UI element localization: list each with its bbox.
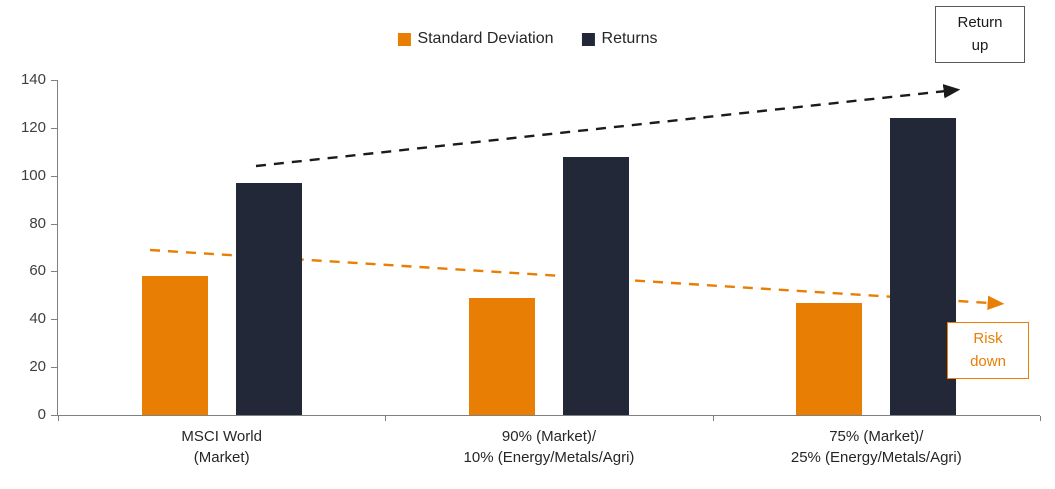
- x-axis-boundary-tick: [58, 416, 59, 421]
- y-axis-line: [57, 80, 58, 416]
- x-axis-category-label: MSCI World (Market): [181, 428, 262, 466]
- y-axis-tick-label: 0: [37, 406, 46, 423]
- y-axis-tick: [51, 175, 57, 177]
- x-axis-boundary-tick: [1040, 416, 1041, 421]
- x-axis-boundary-tick: [712, 416, 714, 421]
- legend-label: Returns: [601, 30, 658, 47]
- y-axis-tick: [51, 223, 57, 225]
- y-axis-tick: [51, 127, 57, 129]
- y-axis-tick-label: 20: [29, 358, 46, 376]
- y-axis-tick: [51, 367, 57, 369]
- legend-label: Standard Deviation: [417, 30, 554, 47]
- legend-swatch-icon: [397, 32, 411, 46]
- risk-down-label: Risk down: [947, 322, 1029, 379]
- x-axis-boundary-tick: [385, 416, 387, 421]
- x-axis-line: [58, 415, 1040, 416]
- y-axis-tick: [51, 319, 57, 321]
- bar-stddev-3: [796, 302, 863, 415]
- y-axis-tick-label: 60: [29, 262, 46, 280]
- y-axis-tick: [51, 80, 57, 81]
- bar-returns-2: [563, 156, 629, 415]
- return-up-arrow: [255, 84, 961, 168]
- legend-item: Standard Deviation: [397, 30, 554, 48]
- y-axis-tick: [51, 415, 57, 416]
- bar-stddev-1: [141, 276, 208, 415]
- return-up-label: Return up: [935, 6, 1025, 63]
- legend-swatch-icon: [581, 32, 595, 46]
- y-axis-tick-label: 40: [29, 310, 46, 328]
- y-axis-tick: [51, 271, 57, 273]
- legend-item: Returns: [581, 30, 658, 48]
- bar-stddev-2: [469, 297, 535, 415]
- x-axis-category-label: 75% (Market)/ 25% (Energy/Metals/Agri): [790, 428, 962, 466]
- chart-legend: Standard Deviation Returns: [397, 30, 658, 48]
- y-axis-tick-label: 140: [20, 71, 46, 88]
- y-axis-tick-label: 120: [20, 118, 46, 136]
- x-axis-category-label: 90% (Market)/ 10% (Energy/Metals/Agri): [463, 428, 635, 466]
- y-axis-tick-label: 80: [29, 214, 46, 232]
- bar-returns-1: [235, 182, 302, 415]
- y-axis-tick-label: 100: [20, 166, 46, 184]
